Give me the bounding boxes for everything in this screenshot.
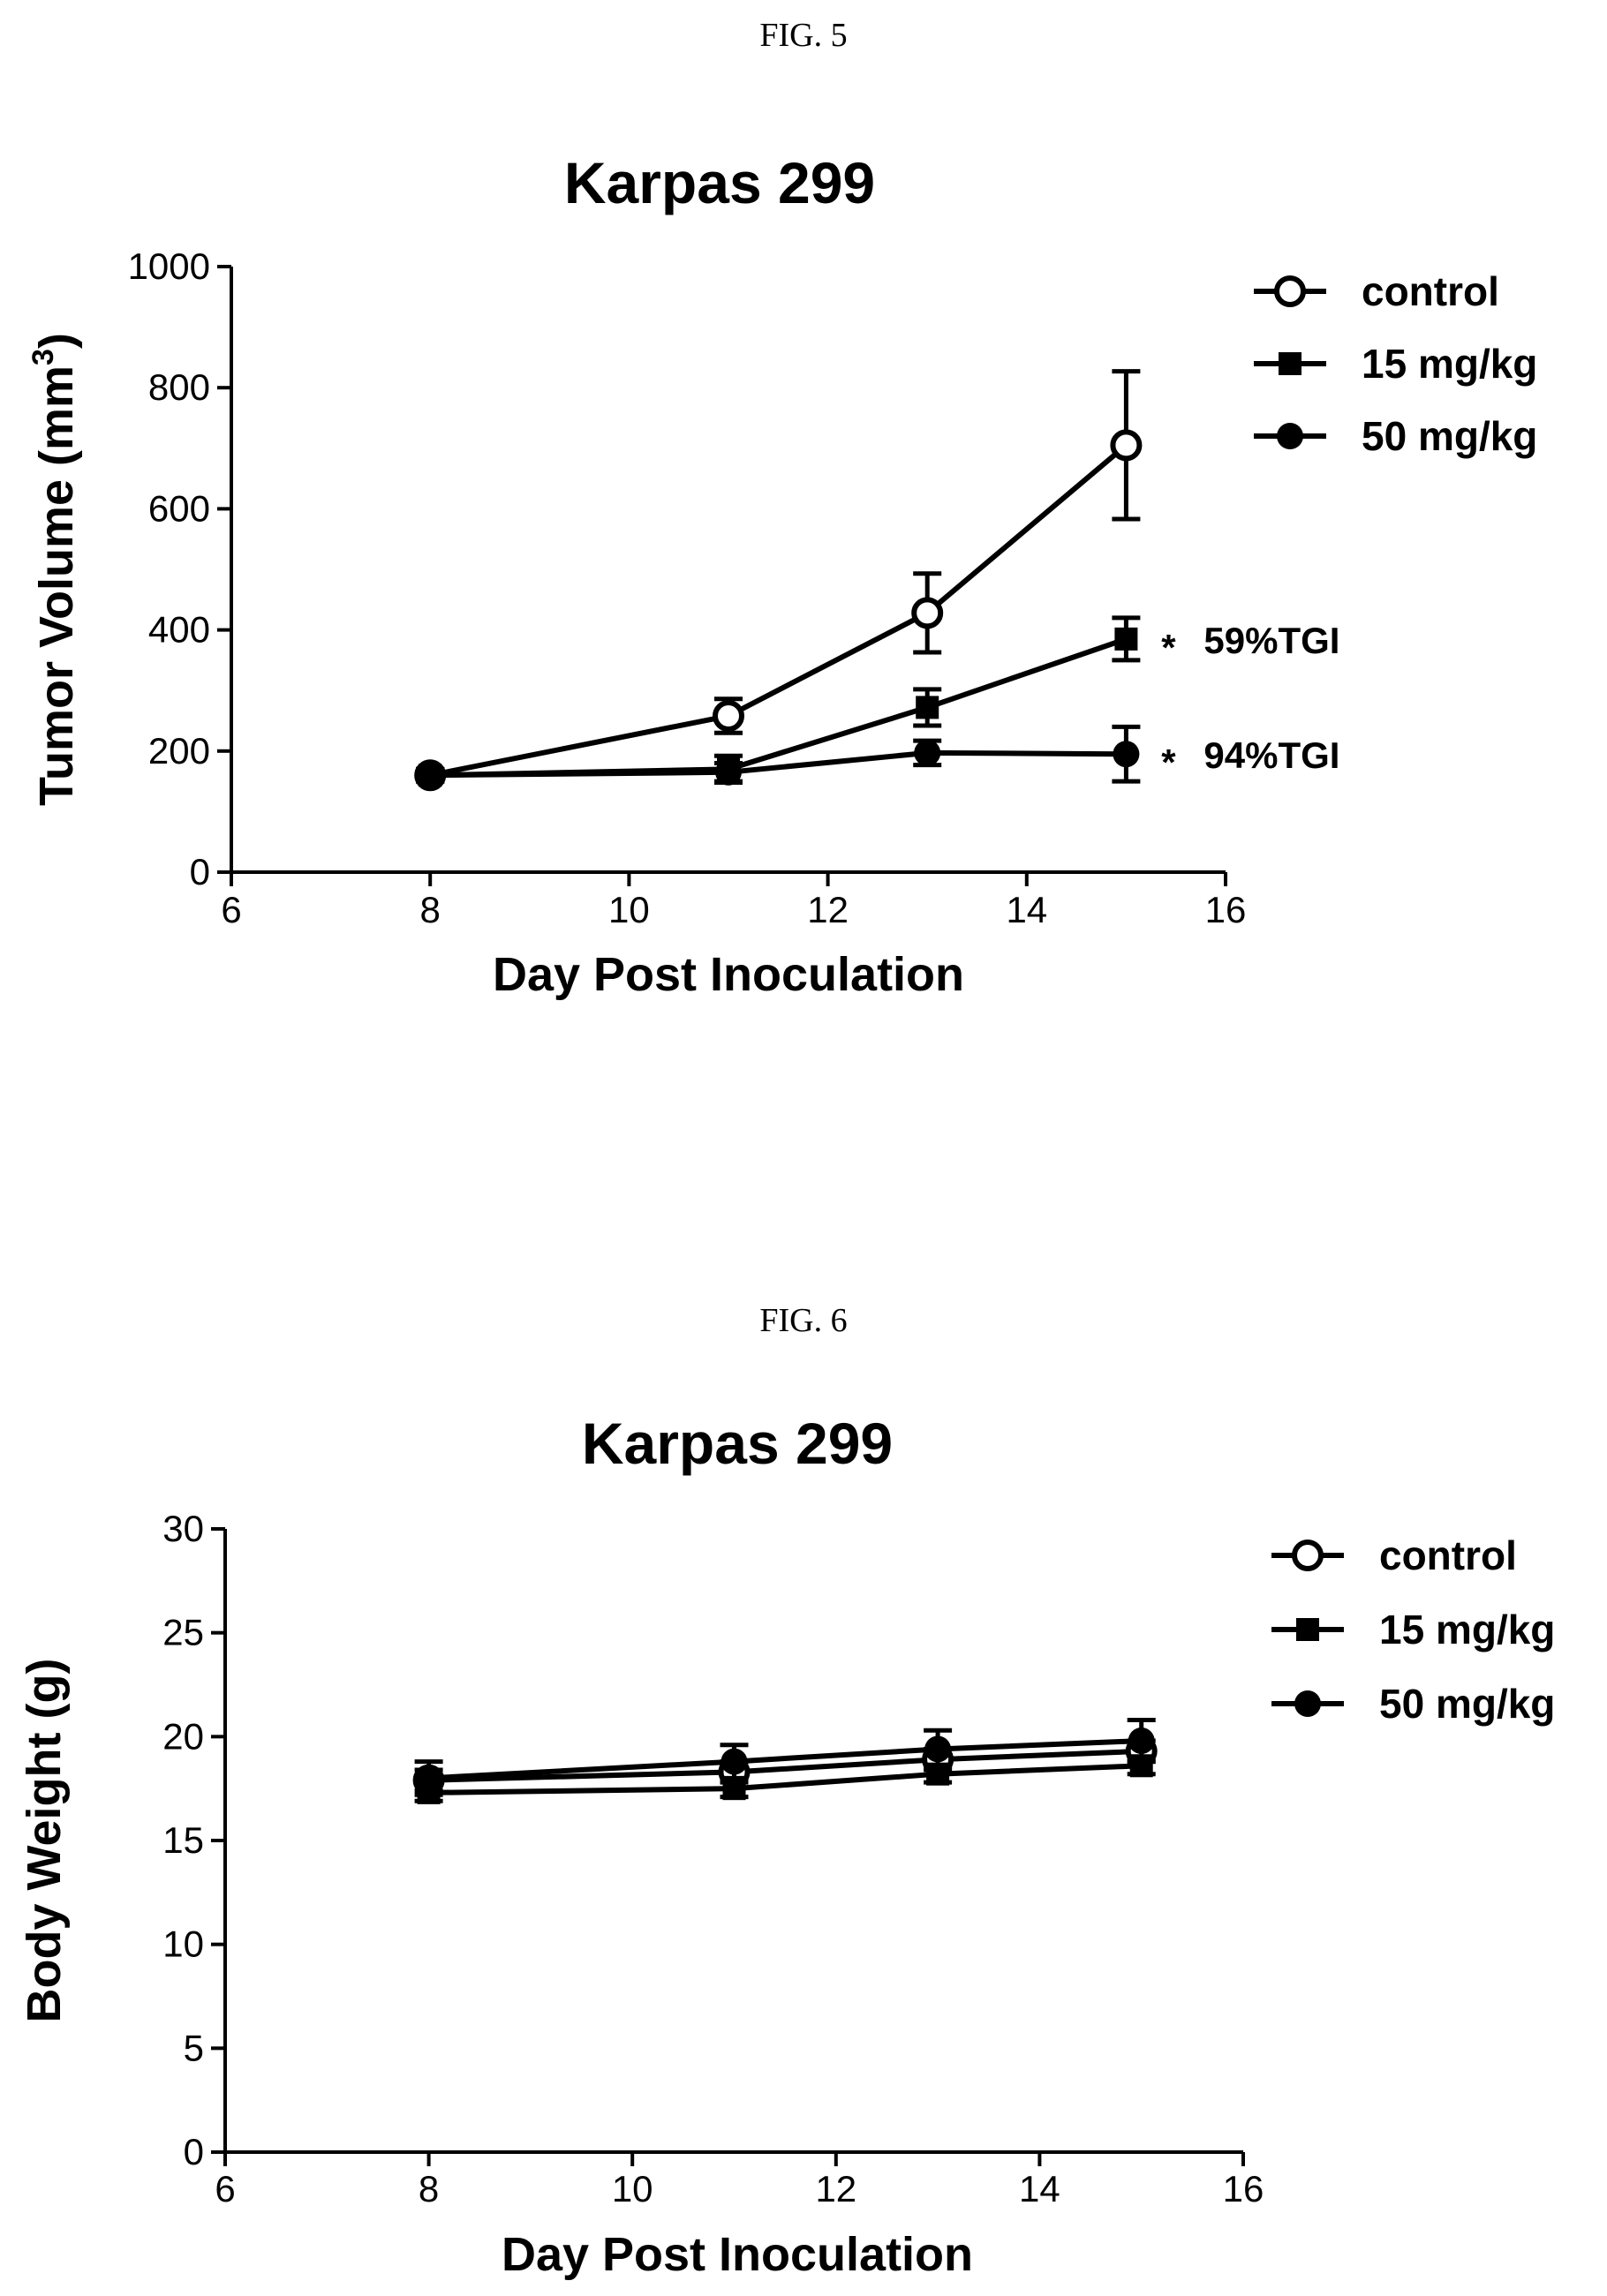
data-point-50-mg-kg — [1113, 741, 1140, 768]
body-weight-chart: Karpas 299 0 5 10 15 20 25 30 6 8 10 12 14 16 contr… — [18, 1411, 1555, 2281]
data-point-50-mg-kg — [914, 739, 941, 766]
x-tick-label: 6 — [215, 2168, 235, 2209]
y-tick-label: 15 — [162, 1819, 204, 1861]
annotation-tgi-label: 94%TGI — [1203, 734, 1339, 776]
legend-marker-control — [1292, 1539, 1324, 1571]
series-line-control — [428, 1748, 1142, 1783]
legend-label-control: control — [1379, 1532, 1517, 1578]
x-tick-label: 16 — [1205, 889, 1247, 930]
data-point-50-mg-kg — [924, 1735, 952, 1763]
chart-title: Karpas 299 — [582, 1411, 893, 1476]
x-axis-label: Day Post Inoculation — [502, 2228, 973, 2281]
y-tick-label: 400 — [148, 609, 210, 651]
x-tick-label: 14 — [1019, 2168, 1060, 2209]
legend-label-control: control — [1362, 268, 1499, 314]
data-point-15-mg-kg — [1114, 627, 1138, 651]
x-tick-label: 6 — [221, 889, 241, 930]
y-axis-label: Body Weight (g) — [18, 1659, 71, 2023]
annotation-tgi-label: 59%TGI — [1203, 620, 1339, 661]
y-axis-label-main: Tumor Volume (mm — [30, 365, 83, 806]
legend-marker-control — [1274, 275, 1306, 307]
series-line-50-mg-kg — [430, 749, 1127, 779]
y-tick-label: 5 — [184, 2027, 204, 2068]
y-tick-label: 200 — [148, 730, 210, 772]
series-line-15-mg-kg — [428, 1763, 1142, 1795]
y-tick-label: 20 — [162, 1715, 204, 1757]
y-axis-label-close: ) — [30, 333, 83, 349]
legend-marker-15-mg-kg — [1296, 1618, 1319, 1641]
x-tick-label: 10 — [608, 889, 650, 930]
x-tick-label: 12 — [815, 2168, 856, 2209]
x-tick-label: 16 — [1223, 2168, 1264, 2209]
y-tick-label: 25 — [162, 1612, 204, 1653]
data-point-50-mg-kg — [415, 1765, 442, 1792]
figure-caption-6: FIG. 6 — [759, 1302, 847, 1339]
y-tick-label: 800 — [148, 366, 210, 408]
data-point-control — [713, 700, 744, 733]
legend-label-15-mg-kg: 15 mg/kg — [1379, 1607, 1555, 1652]
figure-caption-5: FIG. 5 — [759, 17, 847, 54]
y-tick-label: 0 — [190, 851, 210, 892]
series-line-control — [429, 443, 1128, 779]
data-point-50-mg-kg — [1128, 1728, 1155, 1755]
legend-label-50-mg-kg: 50 mg/kg — [1362, 413, 1537, 459]
chart-title: Karpas 299 — [564, 150, 875, 215]
y-tick-label: 600 — [148, 487, 210, 529]
x-tick-label: 8 — [419, 2168, 439, 2209]
x-axis-label: Day Post Inoculation — [493, 948, 964, 1001]
y-tick-label: 10 — [162, 1923, 204, 1965]
legend-marker-50-mg-kg — [1294, 1690, 1321, 1717]
legend-label-50-mg-kg: 50 mg/kg — [1379, 1681, 1555, 1727]
annotation-asterisk: * — [1161, 627, 1176, 668]
data-point-15-mg-kg — [722, 1777, 746, 1801]
data-point-control — [1110, 429, 1143, 462]
data-point-control — [911, 597, 944, 629]
y-tick-label: 1000 — [128, 245, 210, 287]
x-tick-label: 14 — [1006, 889, 1047, 930]
data-point-50-mg-kg — [715, 758, 742, 786]
data-point-50-mg-kg — [417, 762, 444, 789]
legend-label-15-mg-kg: 15 mg/kg — [1362, 341, 1537, 387]
y-tick-label: 30 — [162, 1508, 204, 1549]
data-point-15-mg-kg — [916, 696, 939, 719]
legend-marker-50-mg-kg — [1277, 423, 1303, 449]
y-axis-label-superscript: 3 — [26, 349, 60, 365]
x-tick-label: 12 — [807, 889, 849, 930]
annotation-asterisk: * — [1161, 741, 1176, 783]
y-axis-label: Tumor Volume (mm3) — [26, 333, 83, 806]
data-point-50-mg-kg — [721, 1748, 748, 1775]
legend-marker-15-mg-kg — [1279, 352, 1301, 375]
x-tick-label: 10 — [612, 2168, 653, 2209]
series-line-50-mg-kg — [428, 1738, 1142, 1781]
x-tick-label: 8 — [420, 889, 441, 930]
y-tick-label: 0 — [184, 2131, 204, 2172]
